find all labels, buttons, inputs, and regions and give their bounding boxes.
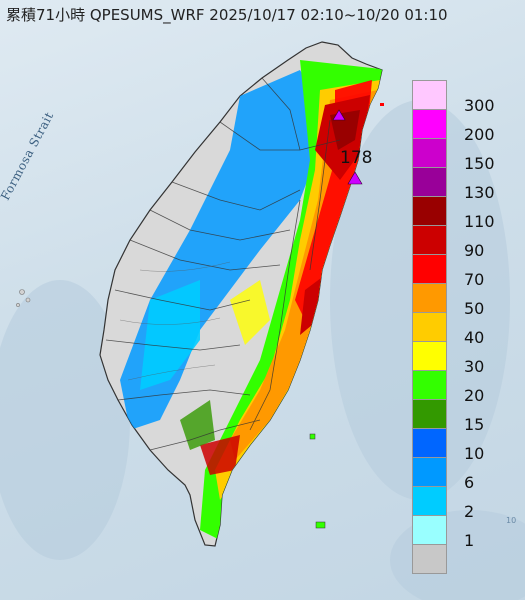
legend-swatch: [412, 109, 447, 139]
legend-level-label: 150: [464, 154, 495, 173]
turtle-island: [380, 103, 384, 106]
legend-swatch: [412, 370, 447, 400]
penghu-islands: [16, 289, 31, 307]
legend-level-label: 6: [464, 473, 475, 492]
corner-note: 10: [506, 516, 517, 525]
legend-level-label: 1: [464, 531, 475, 550]
legend-level-label: 130: [464, 183, 495, 202]
max-station-marker: [347, 171, 363, 185]
green-island: [309, 433, 316, 440]
legend-level-label: 10: [464, 444, 485, 463]
legend-level-label: 200: [464, 125, 495, 144]
legend-swatch: [412, 428, 447, 458]
rainfall-field: [120, 60, 382, 540]
legend-swatch: [412, 515, 447, 545]
legend-level-label: 2: [464, 502, 475, 521]
legend-level-label: 40: [464, 328, 485, 347]
legend-level-label: 20: [464, 386, 485, 405]
legend-level-label: 300: [464, 96, 495, 115]
legend-level-label: 30: [464, 357, 485, 376]
legend-swatch: [412, 312, 447, 342]
max-rainfall-label: 178: [340, 148, 373, 168]
legend-level-label: 90: [464, 241, 485, 260]
legend-swatch: [412, 254, 447, 284]
station-marker: [332, 109, 346, 121]
legend-swatch: [412, 167, 447, 197]
legend-swatch: [412, 486, 447, 516]
legend-swatch: [412, 457, 447, 487]
legend-swatch: [412, 196, 447, 226]
legend-level-label: 15: [464, 415, 485, 434]
legend-level-label: 70: [464, 270, 485, 289]
orchid-island: [315, 521, 326, 529]
legend-swatch: [412, 544, 447, 574]
legend-swatch: [412, 399, 447, 429]
legend-swatch: [412, 283, 447, 313]
legend-swatch: [412, 225, 447, 255]
county-boundaries: [105, 77, 341, 451]
legend-swatch: [412, 341, 447, 371]
rivers: [119, 261, 231, 381]
legend-swatch: [412, 80, 447, 110]
legend-level-label: 50: [464, 299, 485, 318]
map-title: 累積71小時 QPESUMS_WRF 2025/10/17 02:10~10/2…: [6, 6, 448, 24]
legend-swatch: [412, 138, 447, 168]
legend-level-label: 110: [464, 212, 495, 231]
